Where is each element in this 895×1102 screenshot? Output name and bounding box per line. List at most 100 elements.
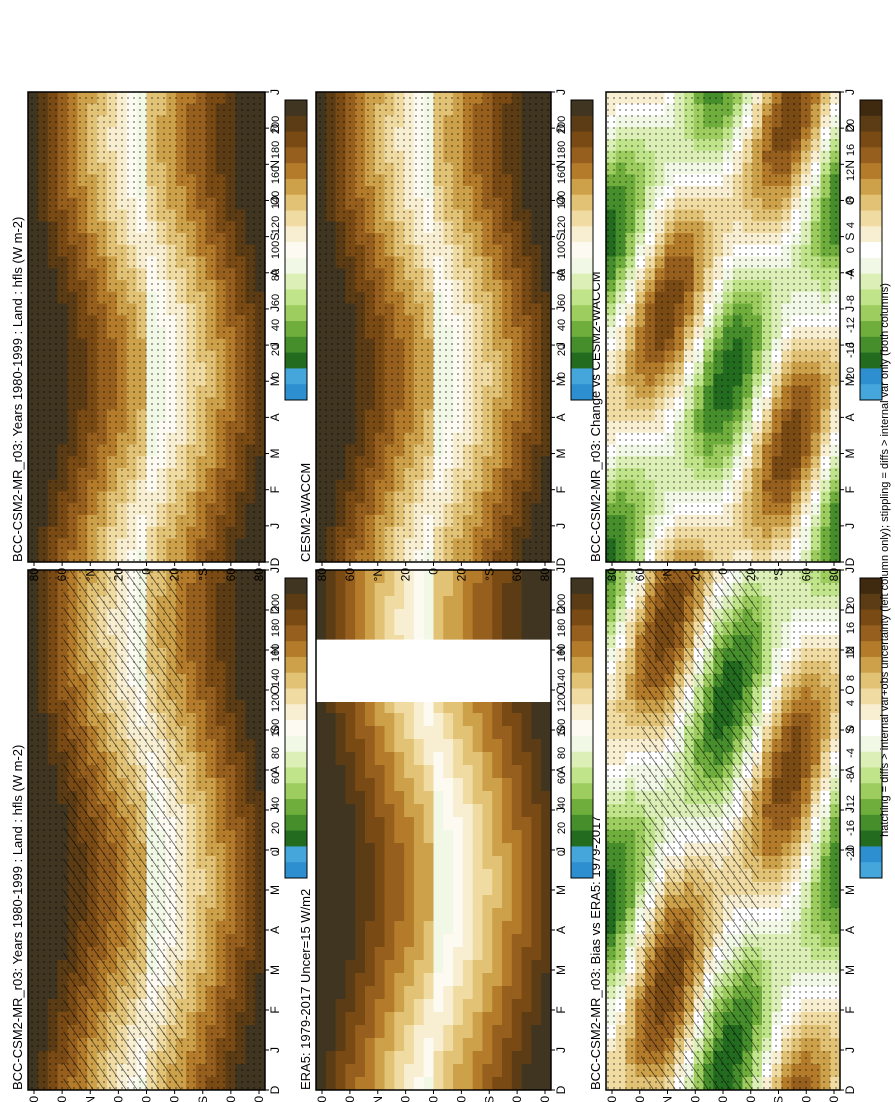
heatmap-cell — [345, 895, 356, 909]
heatmap-cell — [384, 856, 395, 870]
heatmap-cell — [404, 843, 415, 857]
month-tick-label: J — [268, 89, 282, 95]
heatmap-cell — [413, 960, 425, 974]
heatmap-cell — [472, 973, 484, 987]
month-tick-label: M — [843, 885, 857, 895]
heatmap-cell — [404, 830, 415, 844]
heatmap-cell — [413, 856, 425, 870]
heatmap-cell — [462, 908, 474, 922]
heatmap-cell — [374, 570, 386, 584]
heatmap-cell — [472, 1077, 484, 1090]
heatmap-cell — [462, 1051, 474, 1065]
heatmap-cell — [502, 921, 513, 935]
heatmap-cell — [404, 999, 415, 1013]
heatmap-cell — [541, 817, 551, 831]
heatmap-cell — [374, 700, 386, 714]
heatmap-cell — [404, 791, 415, 805]
heatmap-cell — [502, 596, 513, 610]
heatmap-cell — [374, 882, 386, 896]
heatmap-cell — [433, 739, 444, 753]
heatmap-cell — [335, 726, 346, 740]
heatmap-cell — [482, 804, 493, 818]
heatmap-cell — [521, 609, 533, 623]
heatmap-cell — [325, 713, 337, 727]
heatmap-cell — [355, 830, 366, 844]
heatmap-cell — [364, 973, 376, 987]
heatmap-cell — [345, 908, 356, 922]
heatmap-cell — [335, 999, 346, 1013]
lat-tick-label: 60 — [224, 1096, 238, 1102]
heatmap-cell — [325, 700, 337, 714]
heatmap-cell — [453, 752, 464, 766]
month-tick-label: O — [268, 196, 282, 205]
month-tick-label: D — [843, 1085, 857, 1094]
heatmap-cell — [413, 726, 425, 740]
heatmap-cell — [316, 895, 327, 909]
heatmap-cell — [325, 1051, 337, 1065]
heatmap-cell — [492, 999, 503, 1013]
heatmap-cell — [316, 843, 327, 857]
heatmap-cell — [511, 713, 523, 727]
month-tick-label: J — [268, 523, 282, 529]
heatmap-cell — [404, 1025, 415, 1039]
heatmap-cell — [423, 817, 435, 831]
heatmap-cell — [472, 1038, 484, 1052]
heatmap-cell — [364, 999, 376, 1013]
heatmap-cell — [433, 804, 444, 818]
heatmap-cell — [394, 1012, 405, 1026]
heatmap-cell — [345, 830, 356, 844]
heatmap-cell — [541, 882, 551, 896]
heatmap-cell — [541, 804, 551, 818]
heatmap-cell — [413, 739, 425, 753]
heatmap-cell — [345, 791, 356, 805]
heatmap-cell — [413, 895, 425, 909]
heatmap-cell — [364, 791, 376, 805]
heatmap-cell — [462, 1038, 474, 1052]
heatmap-cell — [521, 921, 533, 935]
heatmap-cell — [453, 609, 464, 623]
heatmap-cell — [423, 856, 435, 870]
heatmap-cell — [316, 752, 327, 766]
heatmap-cell — [316, 1012, 327, 1026]
heatmap-cell — [492, 830, 503, 844]
heatmap-field — [28, 92, 265, 562]
heatmap-cell — [325, 986, 337, 1000]
heatmap-cell — [521, 739, 533, 753]
month-tick-label: N — [554, 646, 568, 655]
heatmap-cell — [511, 726, 523, 740]
heatmap-cell — [482, 726, 493, 740]
heatmap-cell — [374, 986, 386, 1000]
heatmap-cell — [531, 856, 542, 870]
heatmap-cell — [374, 1051, 386, 1065]
heatmap-cell — [384, 1038, 395, 1052]
heatmap-cell — [443, 804, 454, 818]
heatmap-cell — [404, 739, 415, 753]
heatmap-cell — [482, 960, 493, 974]
heatmap-cell — [394, 973, 405, 987]
heatmap-cell — [335, 1051, 346, 1065]
heatmap-cell — [325, 921, 337, 935]
heatmap-cell — [541, 1077, 551, 1090]
heatmap-cell — [453, 570, 464, 584]
heatmap-cell — [394, 778, 405, 792]
heatmap-cell — [472, 869, 484, 883]
heatmap-cell — [531, 908, 542, 922]
lat-tick-label: 60 — [799, 1096, 813, 1102]
heatmap-cell — [384, 570, 395, 584]
heatmap-cell — [335, 804, 346, 818]
heatmap-cell — [384, 869, 395, 883]
heatmap-cell — [404, 570, 415, 584]
heatmap-cell — [335, 973, 346, 987]
heatmap-cell — [413, 791, 425, 805]
heatmap-cell — [384, 934, 395, 948]
heatmap-cell — [443, 1012, 454, 1026]
lat-tick-label: 80 — [538, 1096, 552, 1102]
heatmap-cell — [521, 778, 533, 792]
heatmap-cell — [521, 947, 533, 961]
heatmap-cell — [443, 1051, 454, 1065]
heatmap-cell — [502, 856, 513, 870]
heatmap-cell — [345, 752, 356, 766]
heatmap-cell — [482, 1077, 493, 1090]
heatmap-cell — [462, 596, 474, 610]
heatmap-cell — [482, 765, 493, 779]
